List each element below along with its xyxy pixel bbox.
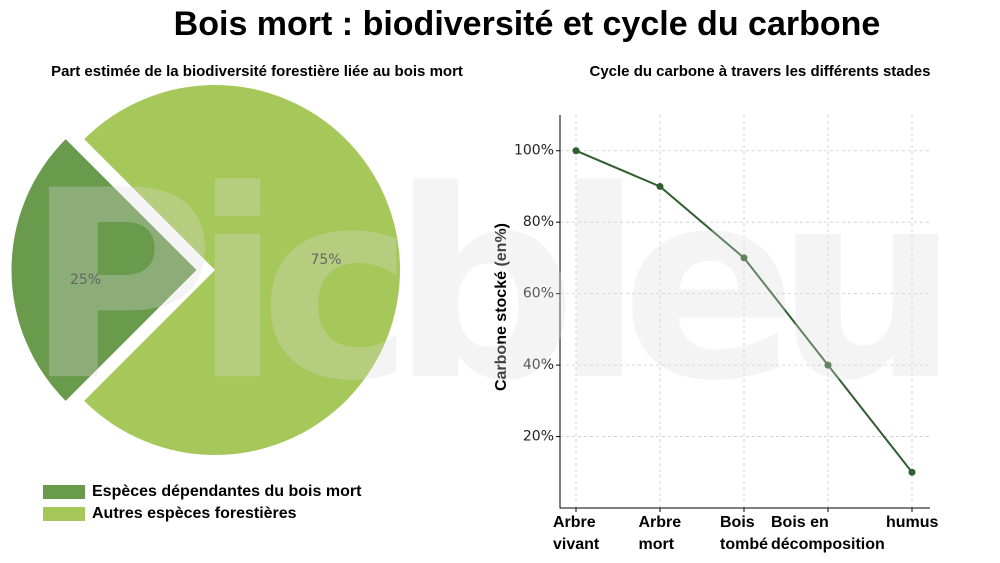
y-tick-label: 80%	[523, 214, 554, 230]
marker	[740, 254, 748, 262]
x-tick-label: Bois en décomposition	[771, 514, 885, 553]
data-label: 25%	[70, 272, 101, 288]
watermark: Picbleu	[25, 136, 960, 438]
y-tick-label: 60%	[523, 286, 554, 302]
marker	[572, 147, 580, 155]
legend-swatch	[43, 507, 85, 521]
pie-slice	[11, 139, 197, 401]
y-tick-label: 20%	[523, 429, 554, 445]
pie-title: Part estimée de la biodiversité forestiè…	[51, 63, 463, 80]
legend-label: Autres espèces forestières	[92, 505, 297, 522]
x-tick-label: humus	[886, 514, 939, 531]
x-tick-label: Arbre mort	[638, 514, 682, 553]
x-tick-label: Arbre vivant	[553, 514, 600, 553]
pie-slice	[84, 85, 400, 455]
marker	[908, 468, 916, 476]
y-axis-label: Carbone stocké (en%)	[493, 223, 510, 391]
marker	[656, 182, 664, 190]
line-title: Cycle du carbone à travers les différent…	[590, 63, 931, 80]
y-tick-label: 100%	[514, 143, 554, 159]
y-tick-label: 40%	[523, 357, 554, 373]
axis-spine	[559, 115, 930, 509]
legend-label: Espèces dépendantes du bois mort	[92, 483, 362, 500]
x-tick-label: Bois tombé	[720, 514, 768, 553]
data-label: 75%	[310, 252, 341, 268]
legend-swatch	[43, 485, 85, 499]
page-title: Bois mort : biodiversité et cycle du car…	[174, 5, 881, 43]
marker	[824, 361, 832, 369]
